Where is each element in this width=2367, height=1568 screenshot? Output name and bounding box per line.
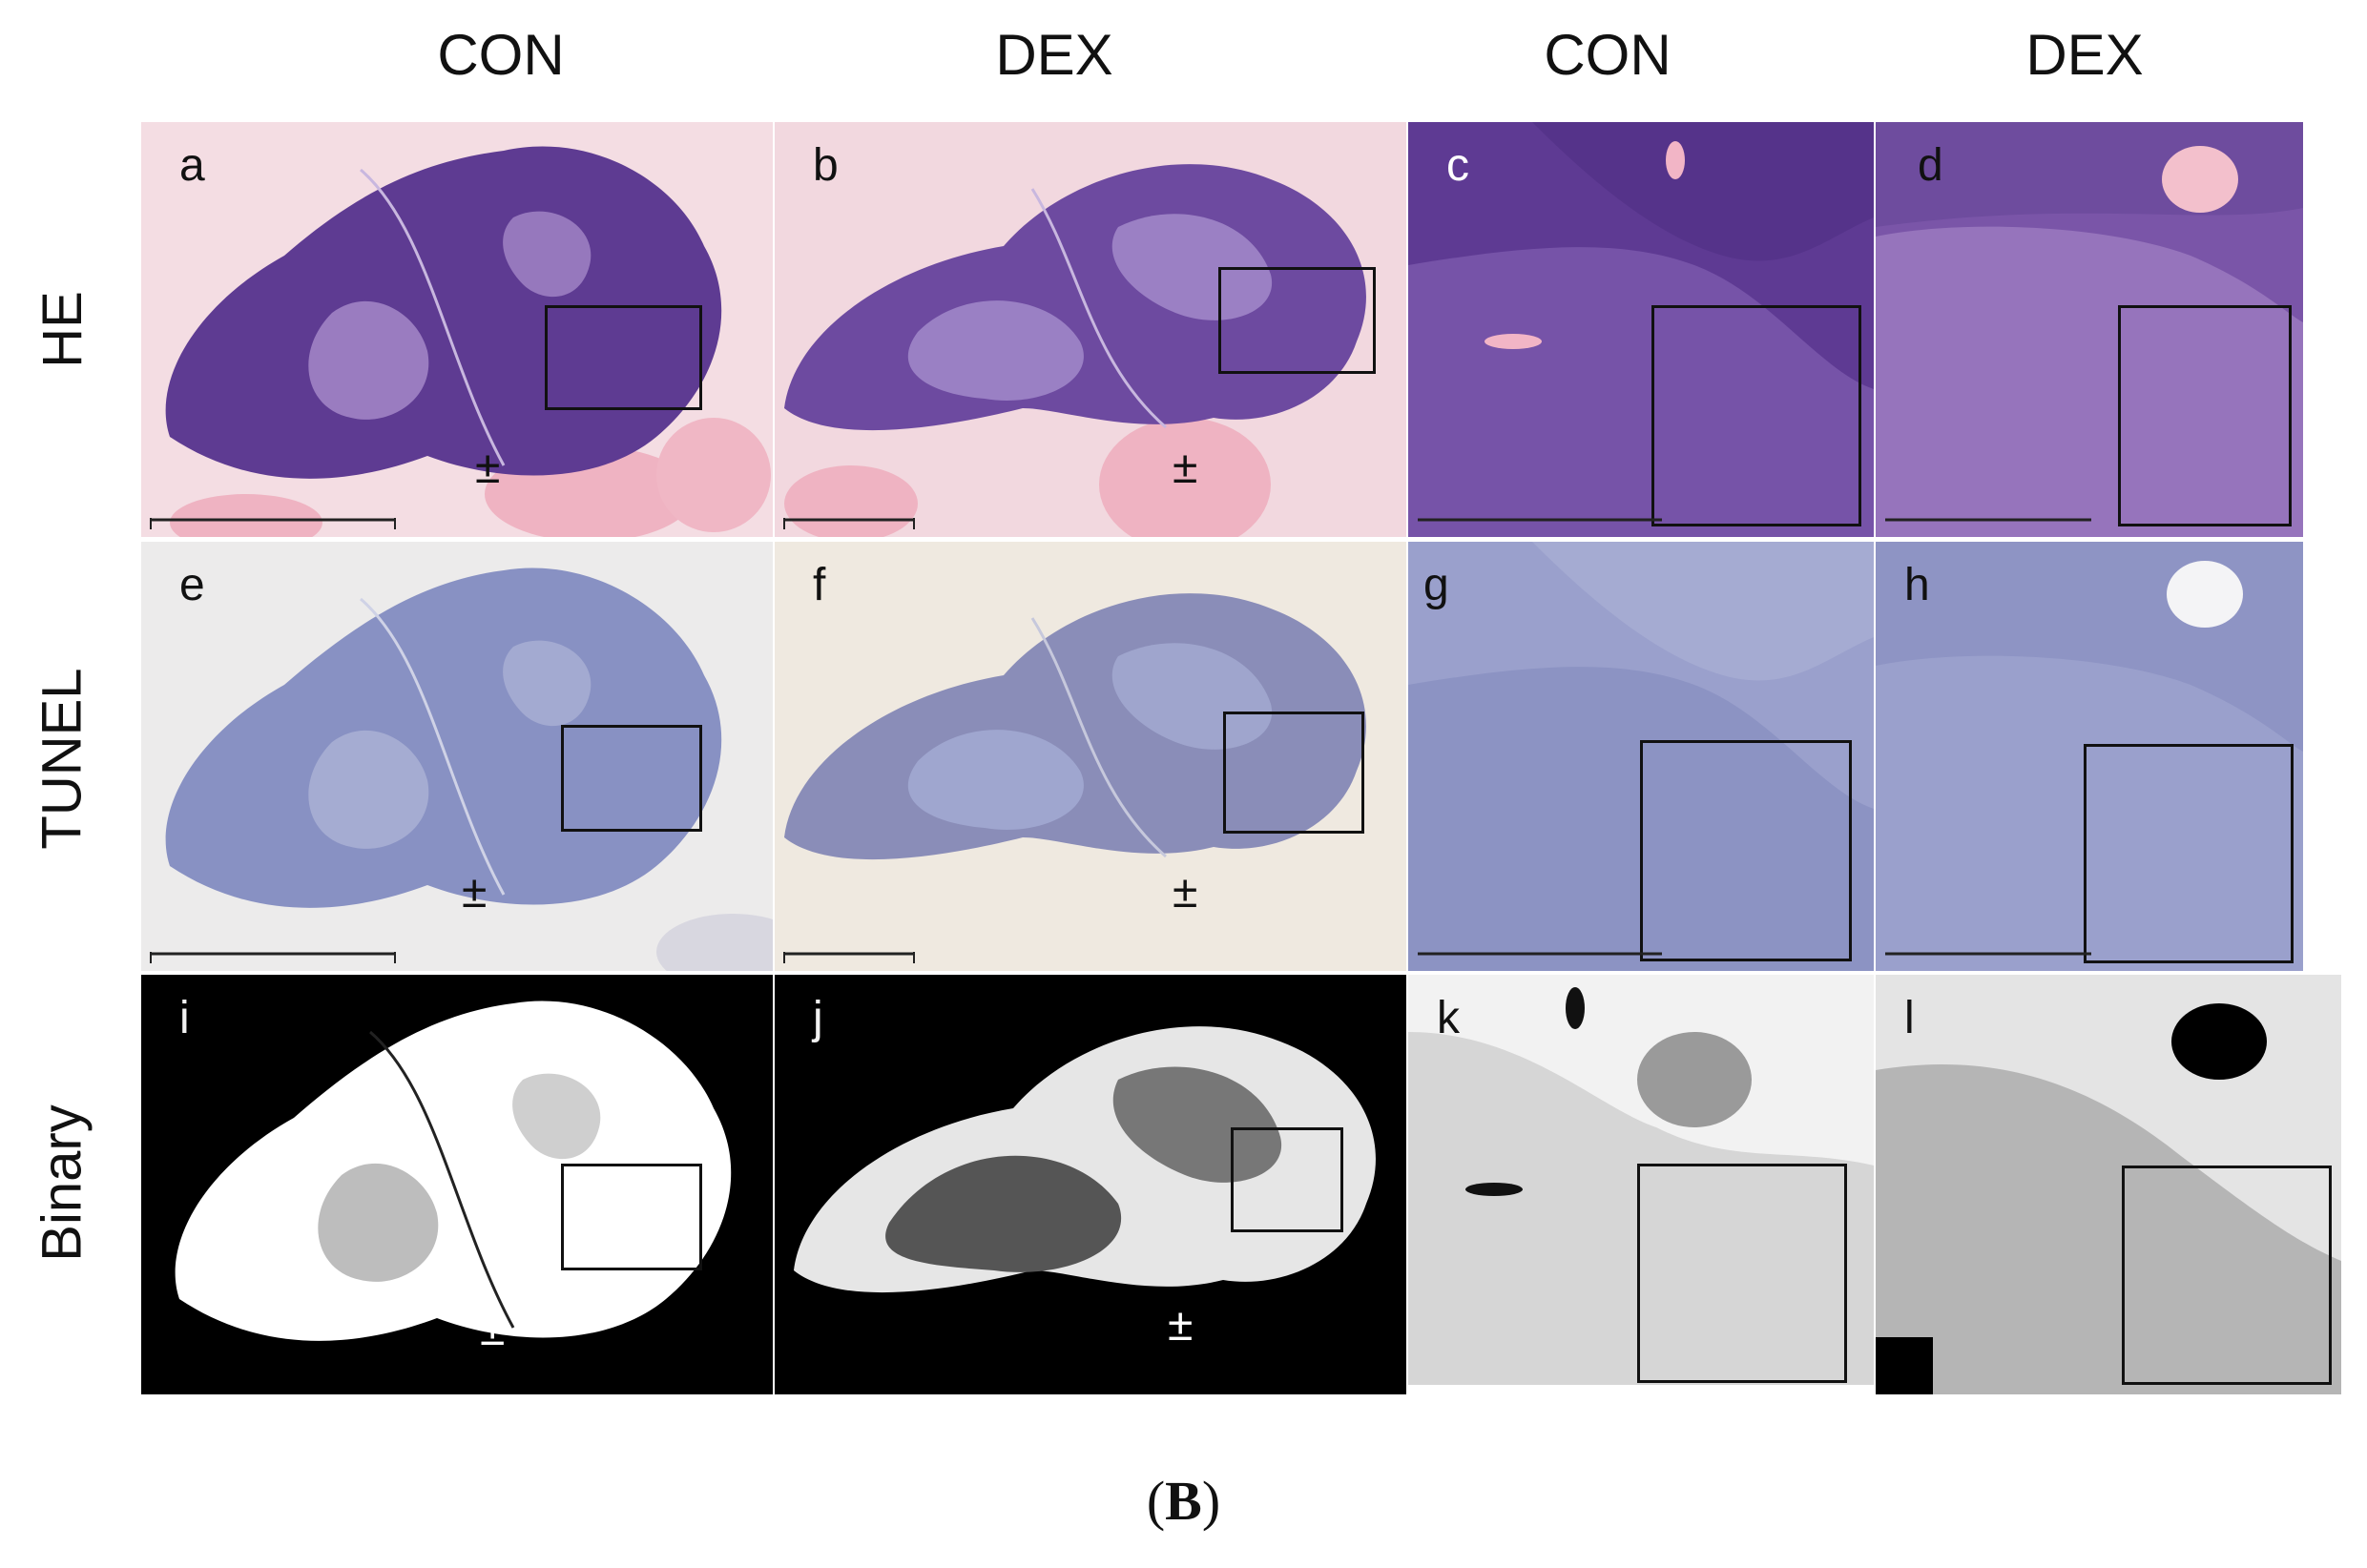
roi-box-j xyxy=(1231,1127,1343,1232)
he-zoom-texture xyxy=(1408,122,1874,537)
roi-box-b xyxy=(1218,267,1376,374)
panel-l-binary-dex-zoom: l xyxy=(1876,975,2341,1394)
scale-bar-b xyxy=(782,516,916,533)
panel-letter-l: l xyxy=(1904,993,1915,1043)
column-header-dex-2: DEX xyxy=(2025,23,2144,87)
marker-i: ± xyxy=(480,1305,506,1355)
binary-tissue-section xyxy=(794,1026,1376,1293)
panel-a-he-con-overview: a ± xyxy=(141,122,773,537)
panel-letter-k: k xyxy=(1437,993,1460,1043)
row-label-binary: Binary xyxy=(31,1104,93,1262)
panel-f-tunel-dex-overview: f ± xyxy=(775,542,1406,971)
tunel-zoom-texture xyxy=(1876,561,2303,971)
marker-j: ± xyxy=(1168,1300,1194,1351)
scale-bar-h xyxy=(1883,950,2093,967)
roi-box-e xyxy=(561,725,702,832)
panel-e-tunel-con-overview: e ± xyxy=(141,542,773,971)
binary-tissue-section xyxy=(175,1001,732,1341)
panel-k-binary-con-zoom: k xyxy=(1408,975,1874,1385)
roi-box-g xyxy=(1640,740,1852,961)
scale-bar-f xyxy=(782,950,916,967)
panel-letter-j: j xyxy=(813,993,823,1043)
marker-f: ± xyxy=(1173,867,1198,918)
scale-bar-icon xyxy=(1885,518,2091,522)
panel-letter-f: f xyxy=(813,560,826,610)
binary-zoom-texture xyxy=(1408,987,1874,1385)
scale-bar-icon xyxy=(1418,518,1662,522)
panel-d-he-dex-zoom: d xyxy=(1876,122,2303,537)
tunel-tissue-section xyxy=(165,567,773,971)
scale-bar-icon xyxy=(783,952,915,963)
scale-bar-e xyxy=(149,950,397,967)
panel-letter-e: e xyxy=(179,560,205,610)
panel-letter-i: i xyxy=(179,993,190,1043)
he-zoom-texture xyxy=(1876,122,2303,537)
panel-j-binary-dex-overview: j ± xyxy=(775,975,1406,1394)
column-header-dex-1: DEX xyxy=(995,23,1113,87)
row-label-tunel: TUNEL xyxy=(31,667,93,850)
panel-g-tunel-con-zoom: g xyxy=(1408,542,1874,971)
binary-zoom-texture xyxy=(1876,1003,2341,1394)
roi-box-c xyxy=(1651,305,1861,526)
roi-box-h xyxy=(2084,744,2294,963)
marker-a: ± xyxy=(475,443,501,493)
marker-b: ± xyxy=(1173,443,1198,493)
panel-i-binary-con-overview: i ± xyxy=(141,975,773,1394)
figure-label: (B) xyxy=(1146,1470,1221,1532)
scale-bar-icon xyxy=(1418,952,1662,956)
tunel-tissue-section xyxy=(784,593,1366,860)
roi-box-k xyxy=(1637,1164,1847,1383)
panel-letter-a: a xyxy=(179,140,205,191)
roi-box-i xyxy=(561,1164,702,1270)
panel-c-he-con-zoom: c xyxy=(1408,122,1874,537)
scale-bar-c xyxy=(1416,516,1664,533)
roi-box-d xyxy=(2118,305,2292,526)
column-header-con-2: CON xyxy=(1544,23,1671,87)
he-tissue-section xyxy=(165,146,771,537)
panel-letter-d: d xyxy=(1918,140,1943,191)
column-header-con-1: CON xyxy=(437,23,565,87)
panel-b-he-dex-overview: b ± xyxy=(775,122,1406,537)
scale-bar-icon xyxy=(150,518,396,529)
panel-letter-b: b xyxy=(813,140,839,191)
roi-box-l xyxy=(2122,1166,2332,1385)
scale-bar-icon xyxy=(1885,952,2091,956)
scale-bar-icon xyxy=(150,952,396,963)
panel-letter-h: h xyxy=(1904,560,1930,610)
roi-box-f xyxy=(1223,712,1364,834)
panel-h-tunel-dex-zoom: h xyxy=(1876,542,2303,971)
scale-bar-g xyxy=(1416,950,1664,967)
roi-box-a xyxy=(545,305,702,410)
scale-bar-a xyxy=(149,516,397,533)
scale-bar-icon xyxy=(783,518,915,529)
panel-letter-g: g xyxy=(1423,560,1449,610)
panel-letter-c: c xyxy=(1446,140,1469,191)
scale-bar-d xyxy=(1883,516,2093,533)
marker-e: ± xyxy=(462,867,488,918)
row-label-he: HE xyxy=(31,290,93,368)
